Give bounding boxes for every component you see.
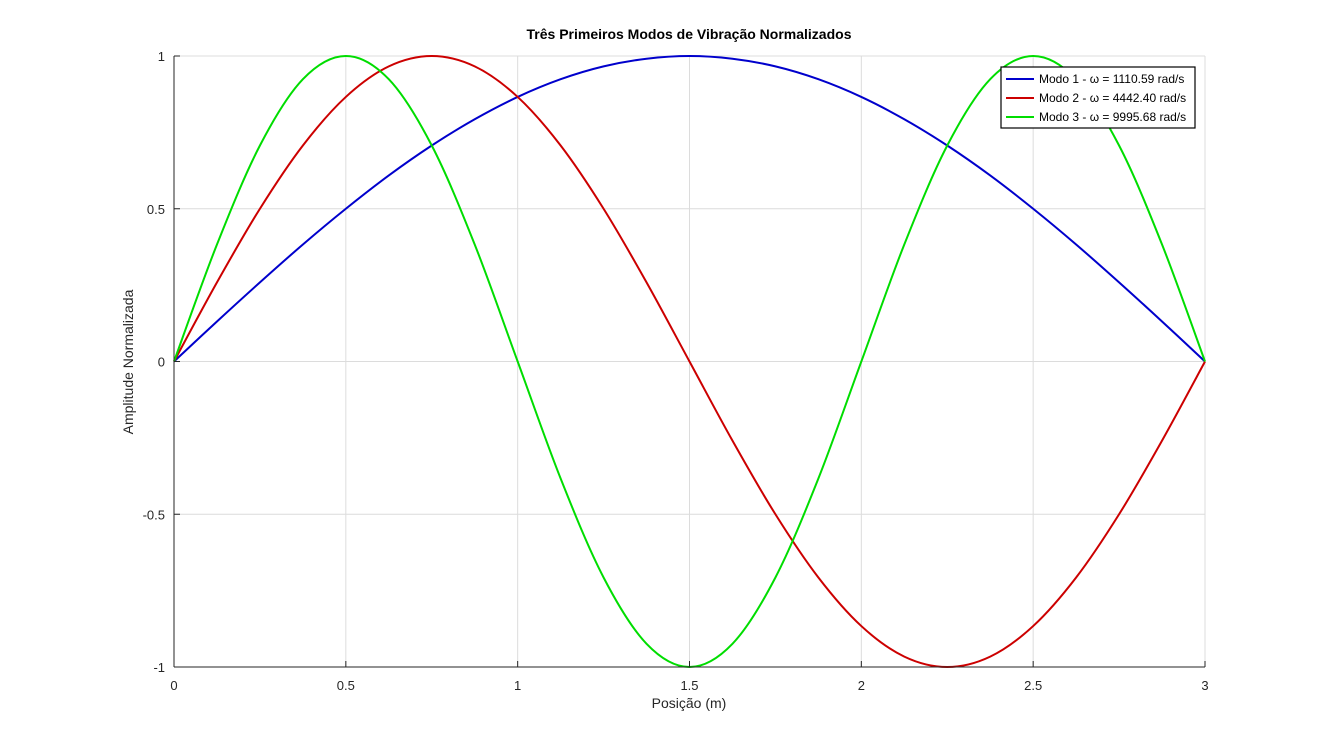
y-tick-label: 0: [158, 355, 165, 370]
x-tick-label: 2: [858, 678, 865, 693]
chart-title: Três Primeiros Modos de Vibração Normali…: [527, 26, 852, 42]
x-tick-label: 3: [1201, 678, 1208, 693]
series-line-mode-1: [173, 54, 1206, 363]
series-line-mode-2: [173, 54, 1206, 669]
legend-label: Modo 3 - ω = 9995.68 rad/s: [1039, 110, 1186, 124]
y-tick-label: 0.5: [147, 202, 165, 217]
x-tick-label: 2.5: [1024, 678, 1042, 693]
legend: Modo 1 - ω = 1110.59 rad/s Modo 2 - ω = 4…: [1000, 66, 1196, 129]
y-tick-label: -1: [153, 660, 165, 675]
axes: [173, 55, 1206, 668]
legend-label: Modo 1 - ω = 1110.59 rad/s: [1039, 72, 1184, 86]
x-tick-label: 1: [514, 678, 521, 693]
x-tick-label: 0.5: [337, 678, 355, 693]
y-tick-label: -0.5: [143, 507, 165, 522]
y-axis-label: Amplitude Normalizada: [120, 289, 136, 434]
y-tick-label: 1: [158, 49, 165, 64]
x-tick-label: 1.5: [680, 678, 698, 693]
tick-labels: 0 0.5 1 1.5 2 2.5 3 -1 -0.5 0 0.5 1: [143, 49, 1209, 693]
x-tick-label: 0: [170, 678, 177, 693]
x-axis-label: Posição (m): [652, 695, 727, 711]
legend-label: Modo 2 - ω = 4442.40 rad/s: [1039, 91, 1186, 105]
